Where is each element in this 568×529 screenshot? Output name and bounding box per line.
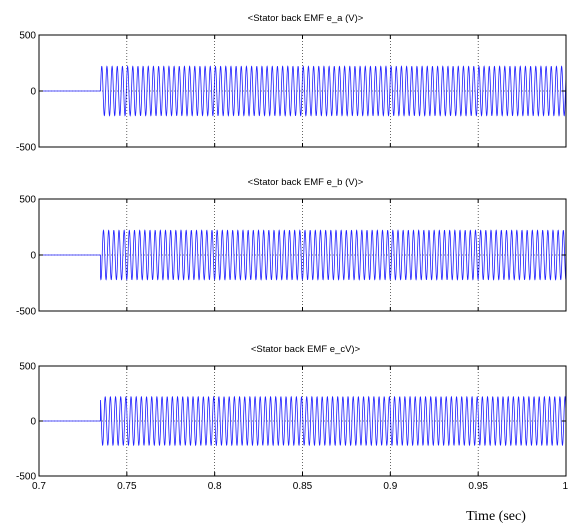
emf-waveform-line <box>39 65 567 117</box>
emf-waveform-line <box>39 395 567 447</box>
chart-panel-1: <Stator back EMF e_a (V)> 500 0 -500 <box>16 13 567 154</box>
chart-title: <Stator back EMF e_b (V)> <box>248 177 364 188</box>
y-tick-label: -500 <box>16 472 36 483</box>
y-tick-label: -500 <box>16 143 36 154</box>
y-tick-label: 500 <box>19 195 36 206</box>
y-tick-label: 0 <box>30 417 36 428</box>
x-tick-label: 0.9 <box>383 481 397 492</box>
y-tick-label: -500 <box>16 307 36 318</box>
y-tick-label: 0 <box>30 87 36 98</box>
emf-waveform-line <box>39 229 567 281</box>
x-tick-label: 1 <box>562 481 568 492</box>
y-tick-label: 500 <box>19 362 36 373</box>
x-axis-label: Time (sec) <box>466 509 526 524</box>
x-tick-label: 0.75 <box>117 481 137 492</box>
chart-panel-2: <Stator back EMF e_b (V)> 500 0 -500 <box>16 177 567 318</box>
chart-title: <Stator back EMF e_cV)> <box>251 344 361 355</box>
y-tick-label: 0 <box>30 251 36 262</box>
chart-title: <Stator back EMF e_a (V)> <box>248 13 364 24</box>
x-tick-label: 0.7 <box>32 481 46 492</box>
y-tick-label: 500 <box>19 31 36 42</box>
x-tick-label: 0.85 <box>293 481 313 492</box>
x-tick-label: 0.8 <box>208 481 222 492</box>
x-tick-label: 0.95 <box>468 481 488 492</box>
